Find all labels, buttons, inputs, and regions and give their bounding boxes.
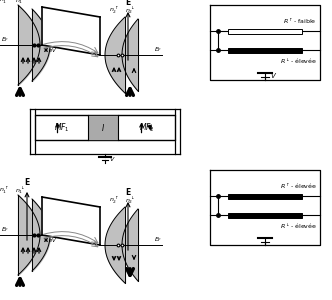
Text: $n_1^{\uparrow}$: $n_1^{\uparrow}$: [0, 185, 9, 197]
Text: $n_1^{\downarrow}$: $n_1^{\downarrow}$: [15, 185, 25, 197]
Text: $MF_1$: $MF_1$: [53, 121, 69, 134]
Text: $eV$: $eV$: [48, 46, 57, 54]
Text: $V$: $V$: [109, 155, 116, 163]
Text: $V$: $V$: [270, 70, 277, 80]
Text: $n_2^{\downarrow}$: $n_2^{\downarrow}$: [125, 195, 135, 206]
Text: $R^{\downarrow}$- élevée: $R^{\downarrow}$- élevée: [280, 221, 317, 231]
Text: $n_1^{\downarrow}$: $n_1^{\downarrow}$: [15, 0, 25, 7]
Text: $E_F$: $E_F$: [154, 45, 162, 54]
Polygon shape: [42, 197, 100, 245]
Text: $MF_2$: $MF_2$: [138, 121, 154, 134]
Polygon shape: [42, 7, 100, 55]
Text: $\mathbf{E}$: $\mathbf{E}$: [24, 176, 30, 187]
Text: $\mathbf{E}$: $\mathbf{E}$: [125, 0, 131, 7]
Text: $R^{\downarrow}$- élevée: $R^{\downarrow}$- élevée: [280, 56, 317, 66]
Text: $n_2^{\downarrow}$: $n_2^{\downarrow}$: [125, 5, 135, 16]
Bar: [228, 47, 302, 52]
Text: $E_F$: $E_F$: [1, 35, 10, 44]
Bar: [228, 212, 302, 217]
Bar: [228, 194, 302, 199]
Text: $R^{\uparrow}$- faible: $R^{\uparrow}$- faible: [284, 16, 317, 26]
Text: $R^{\uparrow}$- élevée: $R^{\uparrow}$- élevée: [280, 182, 317, 191]
Bar: [228, 29, 302, 34]
Bar: [88, 115, 118, 140]
Text: $n_1^{\uparrow}$: $n_1^{\uparrow}$: [0, 0, 9, 7]
Text: $I$: $I$: [101, 122, 105, 133]
Text: $eV$: $eV$: [48, 236, 57, 244]
Text: $n_2^{\uparrow}$: $n_2^{\uparrow}$: [109, 195, 119, 206]
Text: $E_F$: $E_F$: [1, 225, 10, 234]
Text: $\mathbf{E}$: $\mathbf{E}$: [125, 186, 131, 197]
Text: $n_2^{\uparrow}$: $n_2^{\uparrow}$: [109, 5, 119, 16]
Text: $E_F$: $E_F$: [154, 235, 162, 244]
Bar: [35, 115, 175, 140]
